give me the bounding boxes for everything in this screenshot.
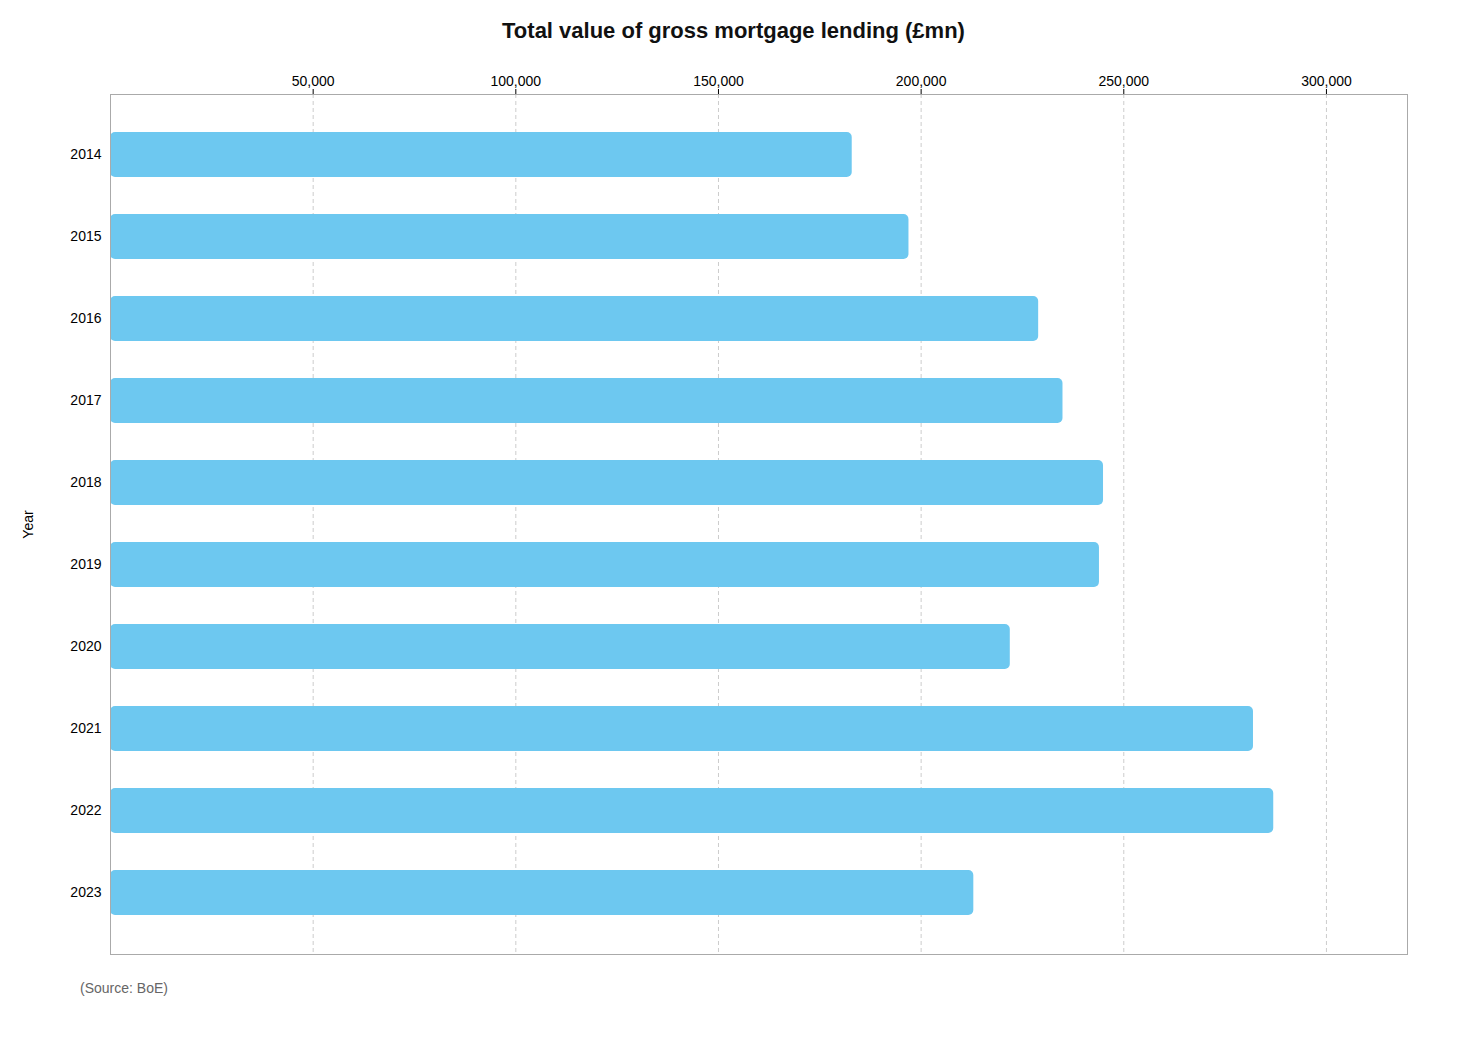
svg-text:2020: 2020 [70,638,101,654]
svg-text:2015: 2015 [70,228,101,244]
svg-text:250,000: 250,000 [1098,73,1149,89]
svg-text:2019: 2019 [70,556,101,572]
svg-text:2017: 2017 [70,392,101,408]
svg-text:2022: 2022 [70,802,101,818]
svg-text:150,000: 150,000 [693,73,744,89]
svg-text:2014: 2014 [70,146,101,162]
svg-text:200,000: 200,000 [896,73,947,89]
html-text:(Source: BoE): (Source: BoE) [80,980,168,996]
svg-text:2018: 2018 [70,474,101,490]
svg-text:50,000: 50,000 [292,73,335,89]
svg-text:300,000: 300,000 [1301,73,1352,89]
svg-text:Year: Year [20,510,36,539]
svg-text:2021: 2021 [70,720,101,736]
svg-text:2023: 2023 [70,884,101,900]
svg-text:2016: 2016 [70,310,101,326]
html-text:Total value of gross mortgage: Total value of gross mortgage lending (£… [502,18,965,43]
svg-text:100,000: 100,000 [491,73,542,89]
